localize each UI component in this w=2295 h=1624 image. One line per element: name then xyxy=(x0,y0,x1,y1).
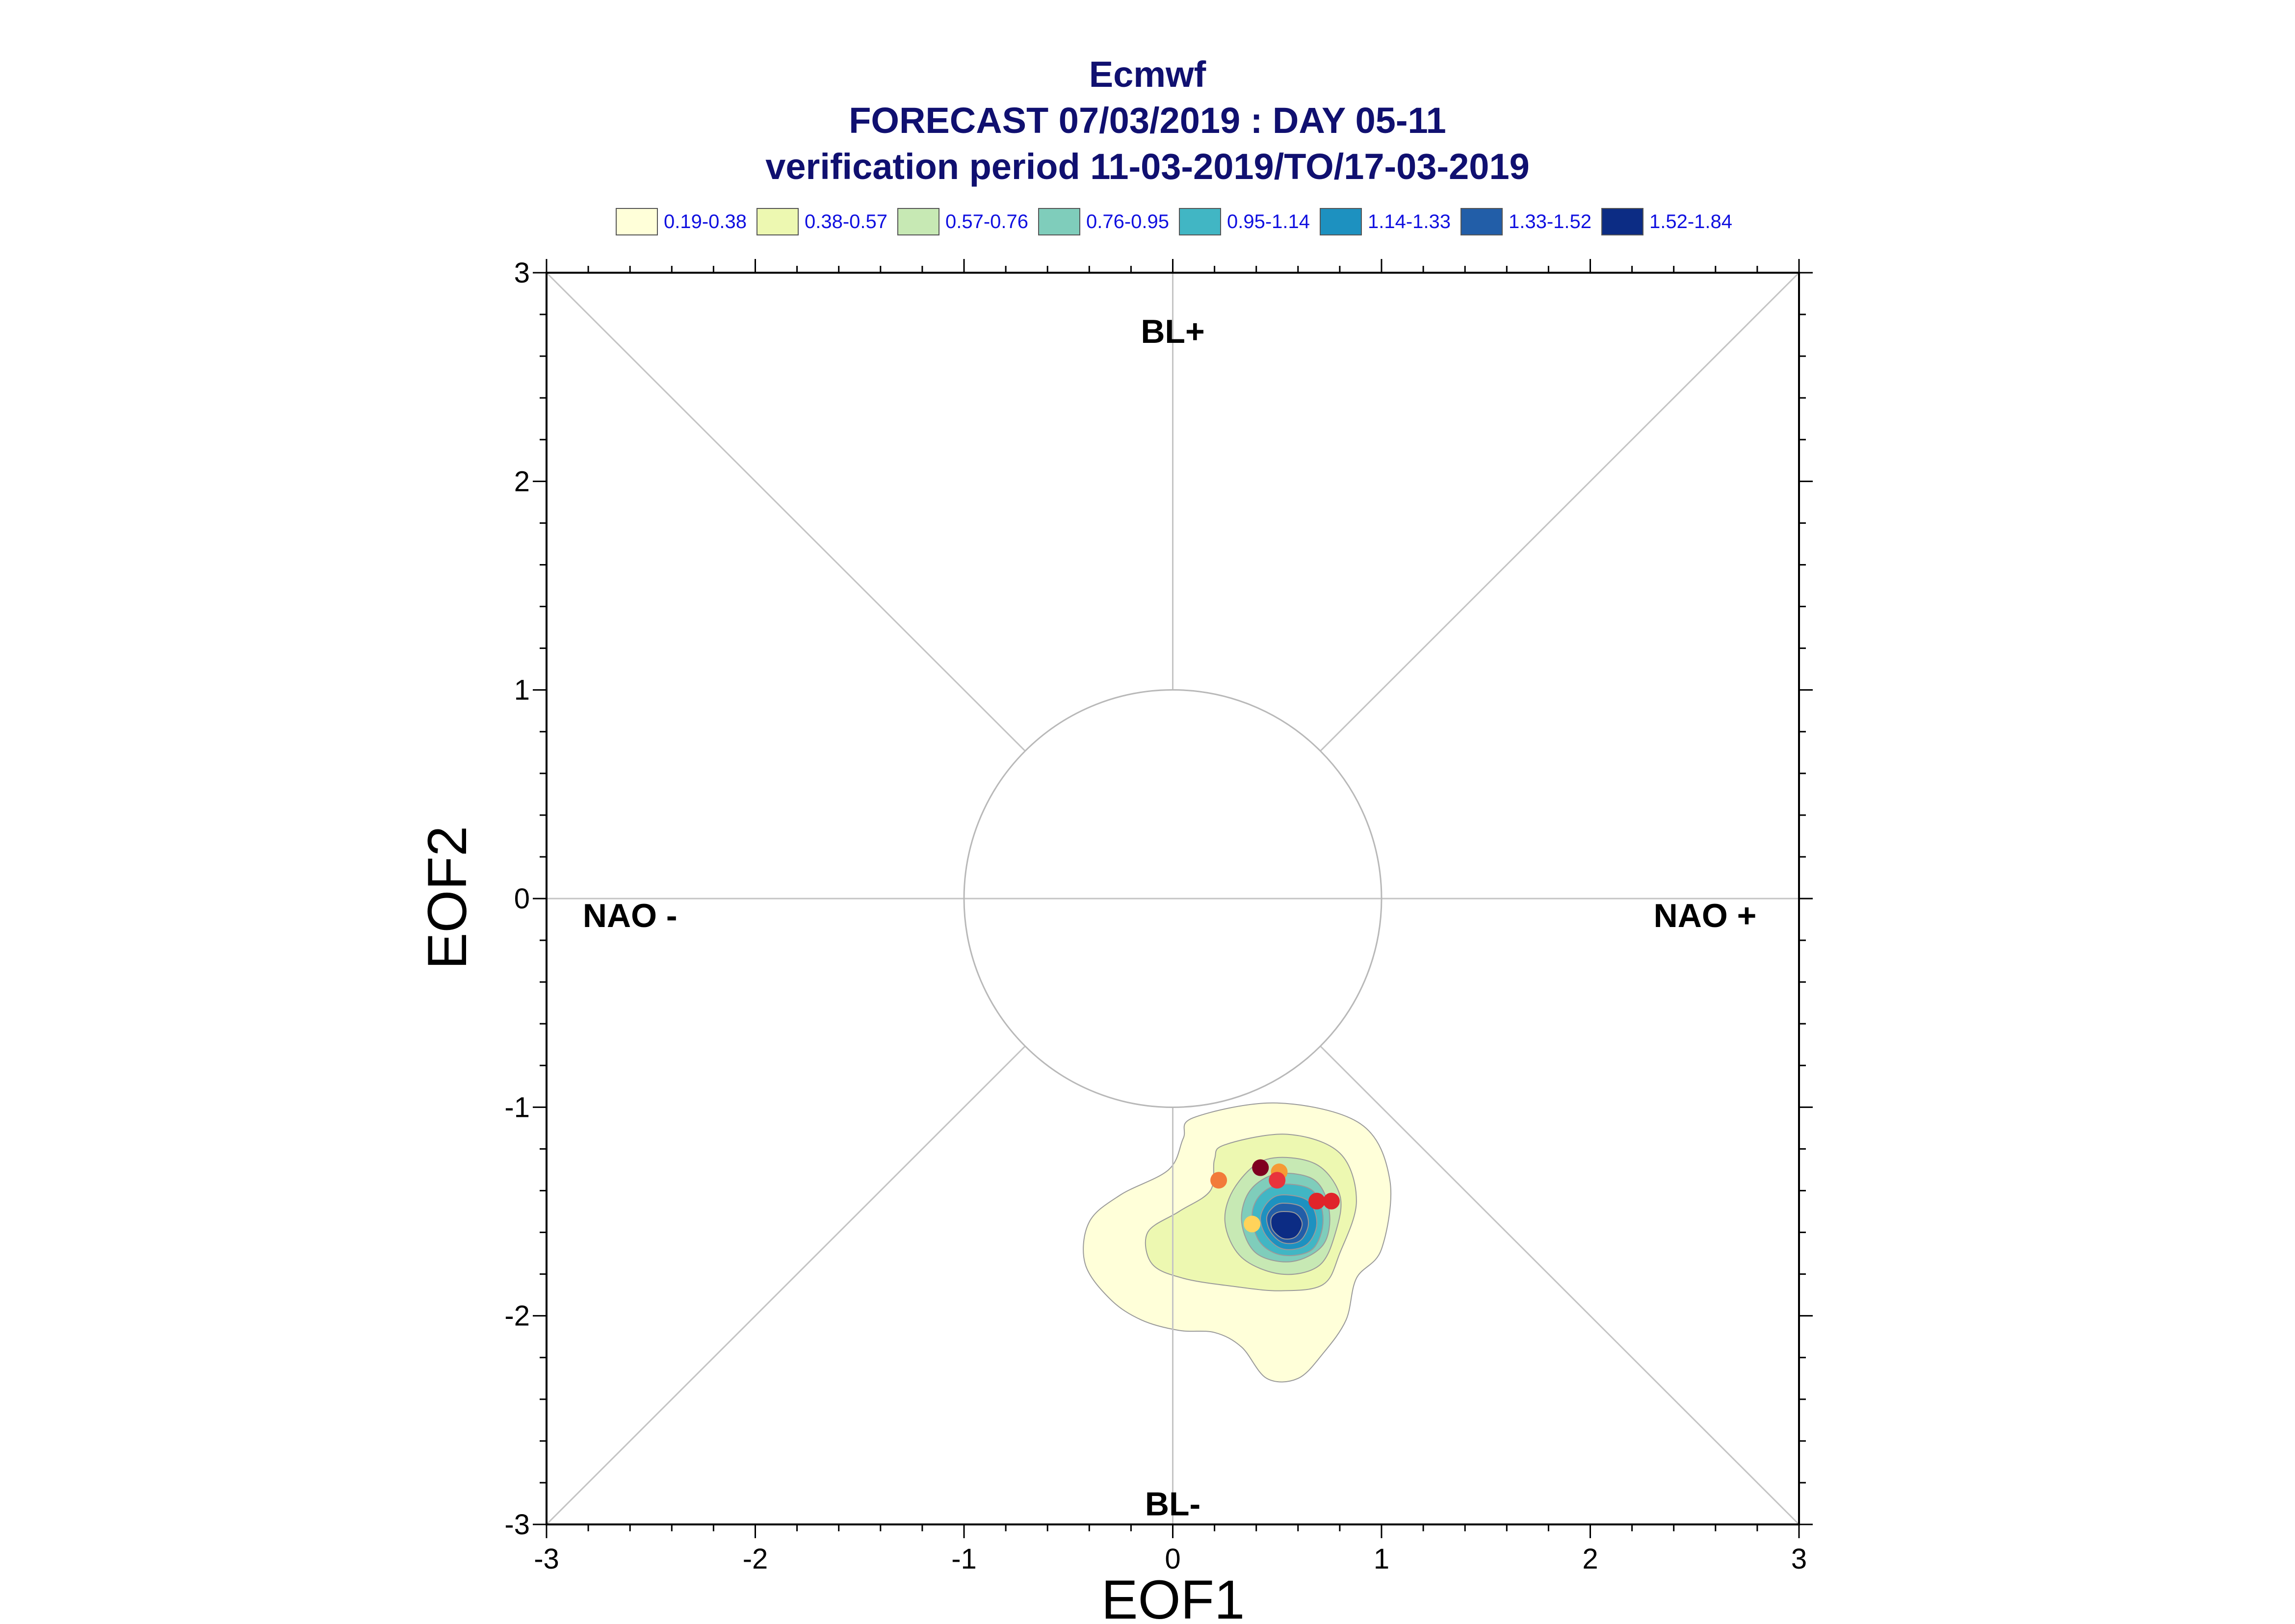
legend-swatch xyxy=(616,208,658,235)
density-contours xyxy=(1083,1102,1391,1383)
density-contour xyxy=(1270,1211,1303,1240)
legend-label: 1.52-1.84 xyxy=(1649,211,1733,232)
legend-label: 0.38-0.57 xyxy=(805,211,888,232)
forecast-point xyxy=(1269,1172,1286,1189)
y-tick-label: 2 xyxy=(514,465,530,497)
unit-circle xyxy=(963,689,1382,1108)
legend-label: 0.57-0.76 xyxy=(945,211,1029,232)
forecast-points xyxy=(1210,1159,1340,1233)
chart-titles: Ecmwf FORECAST 07/03/2019 : DAY 05-11 ve… xyxy=(0,52,2295,190)
guide-line-diagonal xyxy=(1320,272,1800,752)
x-tick-label: 2 xyxy=(1582,1543,1598,1575)
forecast-point xyxy=(1308,1192,1326,1210)
legend-swatch xyxy=(1460,208,1503,235)
y-tick-label: -1 xyxy=(504,1091,530,1123)
guide-line-diagonal xyxy=(546,1045,1026,1525)
x-axis-label: EOF1 xyxy=(1101,1569,1245,1624)
regime-labels: BL+ BL- NAO - NAO + xyxy=(583,313,1757,1522)
x-tick-label: 1 xyxy=(1374,1543,1389,1575)
legend-label: 0.95-1.14 xyxy=(1227,211,1310,232)
chart-subtitle-2: verification period 11-03-2019/TO/17-03-… xyxy=(765,146,1530,187)
legend-swatch xyxy=(1601,208,1643,235)
legend-label: 1.33-1.52 xyxy=(1509,211,1592,232)
chart-title: Ecmwf xyxy=(1089,54,1206,95)
x-tick-label: -2 xyxy=(743,1543,768,1575)
legend-label: 0.76-0.95 xyxy=(1086,211,1170,232)
regime-label: NAO + xyxy=(1654,897,1757,934)
legend-swatch xyxy=(897,208,939,235)
forecast-point xyxy=(1323,1192,1340,1210)
x-tick-label: 0 xyxy=(1165,1543,1180,1575)
legend-label: 0.19-0.38 xyxy=(664,211,747,232)
chart-subtitle-1: FORECAST 07/03/2019 : DAY 05-11 xyxy=(849,100,1446,141)
legend-swatch xyxy=(756,208,799,235)
y-tick-label: 0 xyxy=(514,883,530,915)
y-tick-label: 1 xyxy=(514,674,530,706)
guide-line-diagonal xyxy=(546,272,1026,752)
regime-label: BL- xyxy=(1145,1485,1200,1522)
y-tick-label: -3 xyxy=(504,1509,530,1541)
axis-ticks: -3 -2 -1 0 1 2 3 -3 -2 -1 0 1 2 3 xyxy=(504,257,1813,1575)
guide-line-diagonal xyxy=(1320,1045,1800,1525)
forecast-point xyxy=(1244,1215,1261,1233)
x-tick-label: -3 xyxy=(534,1543,559,1575)
guide-lines xyxy=(546,272,1800,1525)
legend-swatch xyxy=(1179,208,1221,235)
legend-label: 1.14-1.33 xyxy=(1368,211,1451,232)
forecast-point xyxy=(1252,1159,1269,1176)
y-axis-label: EOF2 xyxy=(417,826,478,970)
regime-label: BL+ xyxy=(1141,313,1204,350)
x-tick-label: -1 xyxy=(951,1543,977,1575)
regime-label: NAO - xyxy=(583,897,678,934)
y-tick-label: -2 xyxy=(504,1300,530,1332)
forecast-point xyxy=(1210,1172,1227,1189)
x-tick-label: 3 xyxy=(1791,1543,1807,1575)
legend-swatch xyxy=(1320,208,1362,235)
chart-legend: 0.19-0.38 0.38-0.57 0.57-0.76 0.76-0.95 0.95… xyxy=(0,206,2295,240)
legend-swatch xyxy=(1038,208,1080,235)
y-tick-label: 3 xyxy=(514,257,530,289)
